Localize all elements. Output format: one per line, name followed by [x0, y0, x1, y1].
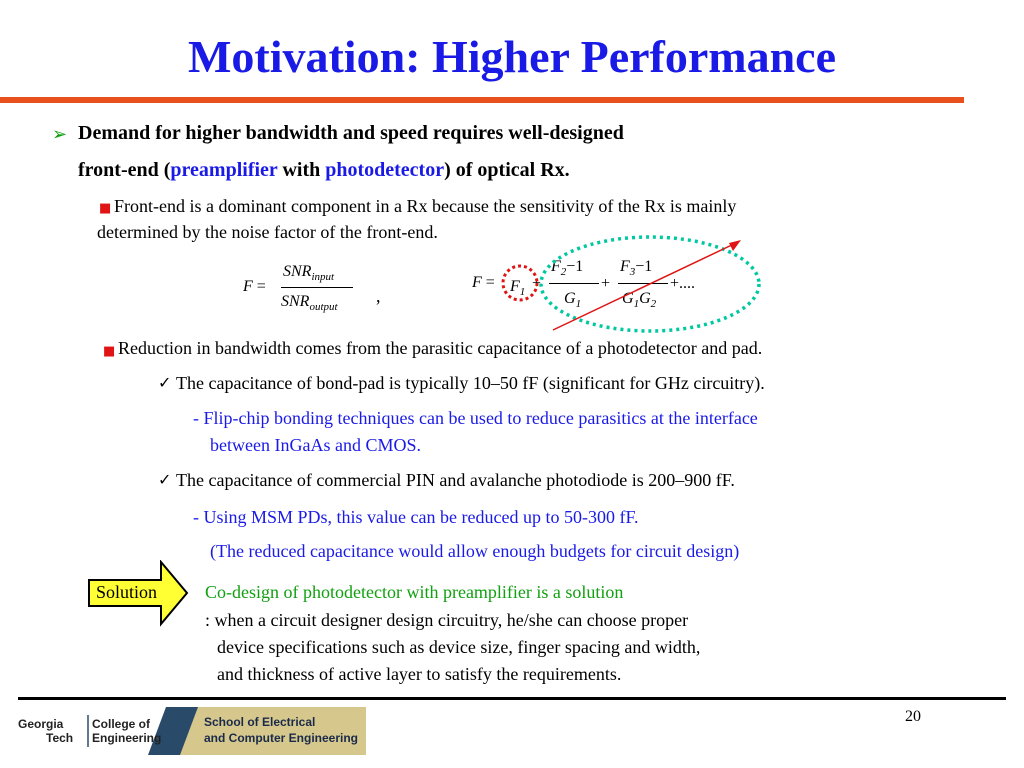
- solution-label: Solution: [96, 582, 158, 602]
- checkmark-icon-2: ✓: [158, 470, 172, 489]
- solution-arrow-icon: [88, 560, 189, 627]
- check1-text: The capacitance of bond-pad is typically…: [176, 373, 765, 393]
- square-bullet-icon: ■: [99, 201, 112, 216]
- school-line1: School of Electrical: [204, 715, 316, 729]
- main-bullet-pre: front-end (: [78, 159, 171, 181]
- footer-divider: [18, 697, 1006, 700]
- sub1-line1: Front-end is a dominant component in a R…: [114, 196, 737, 216]
- solution-line3: device specifications such as device siz…: [217, 637, 701, 657]
- main-bullet-with: with: [277, 159, 326, 181]
- arrow-head-icon: [729, 240, 741, 251]
- eq1-F: F =: [243, 278, 266, 295]
- logo-college: College of: [92, 717, 151, 731]
- eq2-fraction-bar-1: [549, 283, 599, 284]
- decreasing-arrow-line: [552, 242, 737, 331]
- eq2-num2: F3−1: [620, 258, 653, 279]
- checkmark-icon: ✓: [158, 373, 172, 392]
- check1-note-line2: between InGaAs and CMOS.: [210, 435, 421, 455]
- slide-title: Motivation: Higher Performance: [187, 31, 837, 82]
- sub2-text: Reduction in bandwidth comes from the pa…: [118, 338, 763, 358]
- check2-note-line1: - Using MSM PDs, this value can be reduc…: [193, 507, 639, 527]
- preamplifier-term: preamplifier: [170, 159, 278, 181]
- solution-line2: : when a circuit designer design circuit…: [205, 610, 689, 630]
- school-line2: and Computer Engineering: [204, 731, 359, 745]
- eq1-fraction-bar: [281, 287, 353, 288]
- eq2-F: F =: [472, 274, 495, 291]
- main-bullet-line2: front-end (preamplifier with photodetect…: [78, 159, 570, 182]
- eq2-den2: G1G2: [622, 290, 657, 311]
- solution-line4: and thickness of active layer to satisfy…: [217, 664, 622, 684]
- eq2-ellipsis: +....: [670, 275, 696, 292]
- title-divider: [0, 97, 964, 103]
- eq2-fraction-bar-2: [618, 283, 668, 284]
- eq2-den1: G1: [564, 290, 582, 311]
- check2-note-line2: (The reduced capacitance would allow eno…: [210, 541, 740, 561]
- sub1-line2: determined by the noise factor of the fr…: [97, 222, 438, 242]
- eq1-denominator: SNRoutput: [281, 293, 338, 314]
- logo-georgia: Georgia: [18, 717, 64, 731]
- check1-note-line1: - Flip-chip bonding techniques can be us…: [193, 408, 758, 428]
- school-logo: Georgia Tech College of Engineering Scho…: [16, 707, 366, 755]
- logo-engineering: Engineering: [92, 731, 162, 745]
- page-number: 20: [905, 708, 921, 725]
- square-bullet-icon-2: ■: [103, 344, 116, 359]
- arrow-bullet-icon: ➢: [52, 124, 68, 145]
- gain-terms-highlight-ellipse: [539, 235, 761, 333]
- eq-comma: ,: [376, 286, 381, 306]
- eq2-F1: F1: [510, 278, 526, 299]
- main-bullet-post: ) of optical Rx.: [444, 159, 570, 181]
- eq2-num1: F2−1: [551, 258, 584, 279]
- eq1-numerator: SNRinput: [283, 263, 335, 284]
- main-bullet-line1: Demand for higher bandwidth and speed re…: [78, 122, 624, 144]
- f1-highlight-circle: [501, 264, 539, 302]
- eq2-plus2: +: [601, 275, 611, 292]
- solution-line1: Co-design of photodetector with preampli…: [205, 582, 624, 602]
- logo-tech: Tech: [46, 731, 74, 745]
- check2-text: The capacitance of commercial PIN and av…: [176, 470, 735, 490]
- photodetector-term: photodetector: [325, 159, 445, 181]
